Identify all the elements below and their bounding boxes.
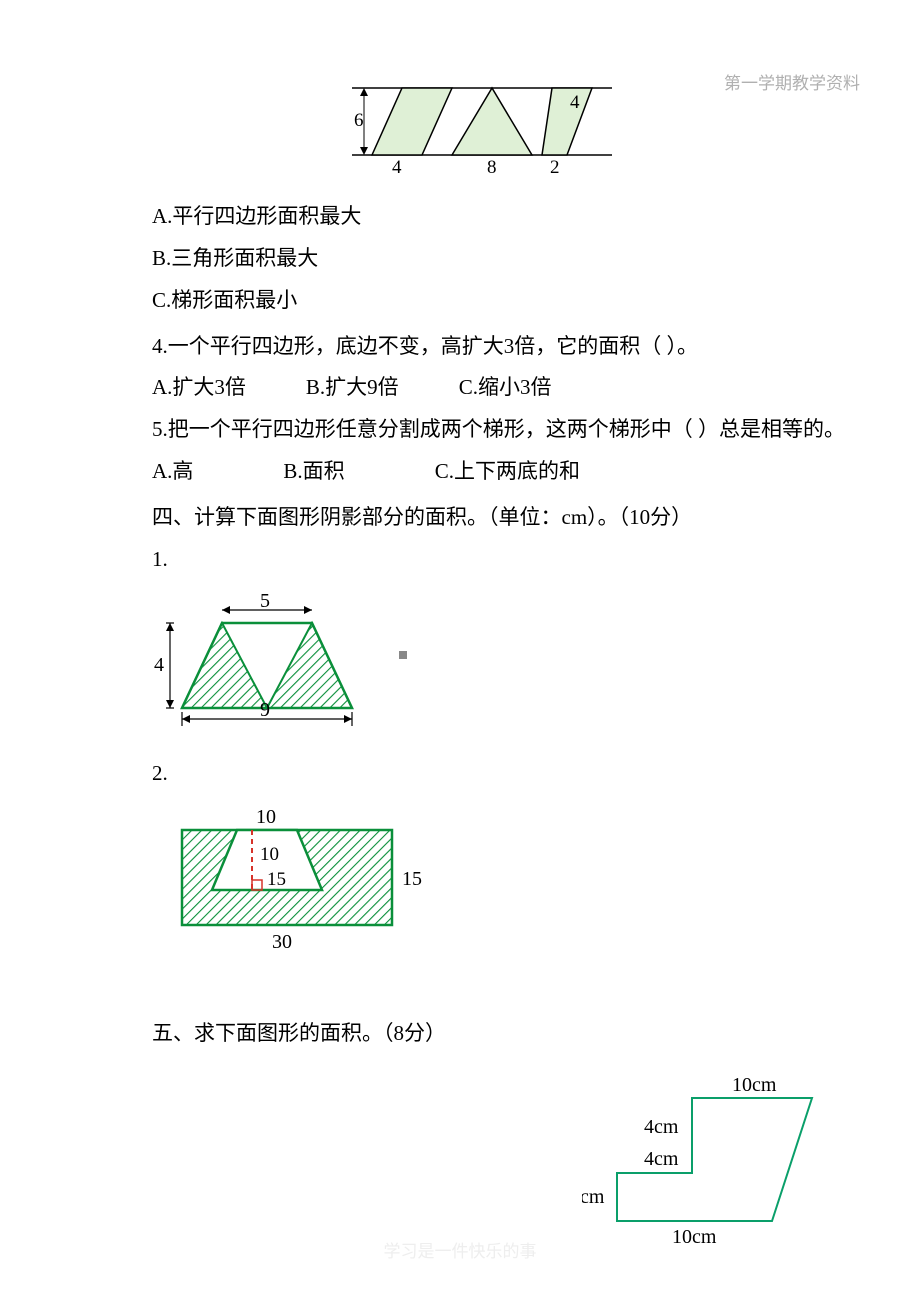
q4-stem: 4.一个平行四边形，底边不变，高扩大3倍，它的面积（ ）。 — [152, 327, 852, 367]
comp-top: 10cm — [732, 1074, 777, 1096]
rect-inner-b: 15 — [267, 869, 286, 890]
trap-top: 5 — [260, 590, 270, 612]
figure-rectangle-trapezoid: 10 10 15 15 30 — [152, 800, 852, 974]
section4-title: 四、计算下面图形阴影部分的面积。（单位：cm）。（10分） — [152, 498, 852, 538]
comp-left: 4cm — [582, 1186, 605, 1208]
figure-trapezoid-triangles: 5 4 9 — [152, 588, 852, 742]
q4-option-a: A.扩大3倍 — [152, 368, 246, 408]
comp-step: 4cm — [644, 1148, 679, 1170]
fig1-top: 4 — [570, 92, 580, 113]
content-area: 6 4 8 2 4 A.平行四边形面积最大 B.三角形面积最大 C.梯形面积最小… — [152, 80, 852, 1262]
q5-option-b: B.面积 — [283, 452, 344, 492]
fig1-base2: 8 — [487, 157, 497, 175]
figure-composite-shape: 10cm 4cm 4cm 4cm 10cm — [582, 1073, 852, 1262]
q4-option-c: C.缩小3倍 — [459, 368, 552, 408]
q5-option-c: C.上下两底的和 — [435, 452, 580, 492]
rect-inner-h: 10 — [260, 844, 279, 865]
q3-option-b: B.三角形面积最大 — [152, 239, 852, 279]
comp-bottom: 10cm — [672, 1226, 717, 1248]
section5-title: 五、求下面图形的面积。（8分） — [152, 1014, 852, 1054]
comp-r1: 4cm — [644, 1116, 679, 1138]
rect-right: 15 — [402, 868, 422, 890]
rect-bottom: 30 — [272, 931, 292, 953]
trap-bottom: 9 — [260, 699, 270, 721]
q3-option-c: C.梯形面积最小 — [152, 281, 852, 321]
q3-option-a: A.平行四边形面积最大 — [152, 197, 852, 237]
figure-three-shapes: 6 4 8 2 4 — [352, 80, 852, 189]
q5-options: A.高 B.面积 C.上下两底的和 — [152, 452, 852, 492]
q5-stem: 5.把一个平行四边形任意分割成两个梯形，这两个梯形中（ ）总是相等的。 — [152, 410, 852, 450]
fig1-base3: 2 — [550, 157, 560, 175]
q4-options: A.扩大3倍 B.扩大9倍 C.缩小3倍 — [152, 368, 852, 408]
footer-note: 学习是一件快乐的事 — [384, 1236, 537, 1268]
q4-option-b: B.扩大9倍 — [306, 368, 399, 408]
rect-top: 10 — [256, 806, 276, 828]
fig1-height: 6 — [354, 110, 364, 131]
section4-item2: 2. — [152, 754, 852, 794]
section4-item1: 1. — [152, 540, 852, 580]
q5-option-a: A.高 — [152, 452, 193, 492]
page-mark — [399, 651, 407, 659]
fig1-base1: 4 — [392, 157, 402, 175]
trap-height: 4 — [154, 654, 164, 676]
